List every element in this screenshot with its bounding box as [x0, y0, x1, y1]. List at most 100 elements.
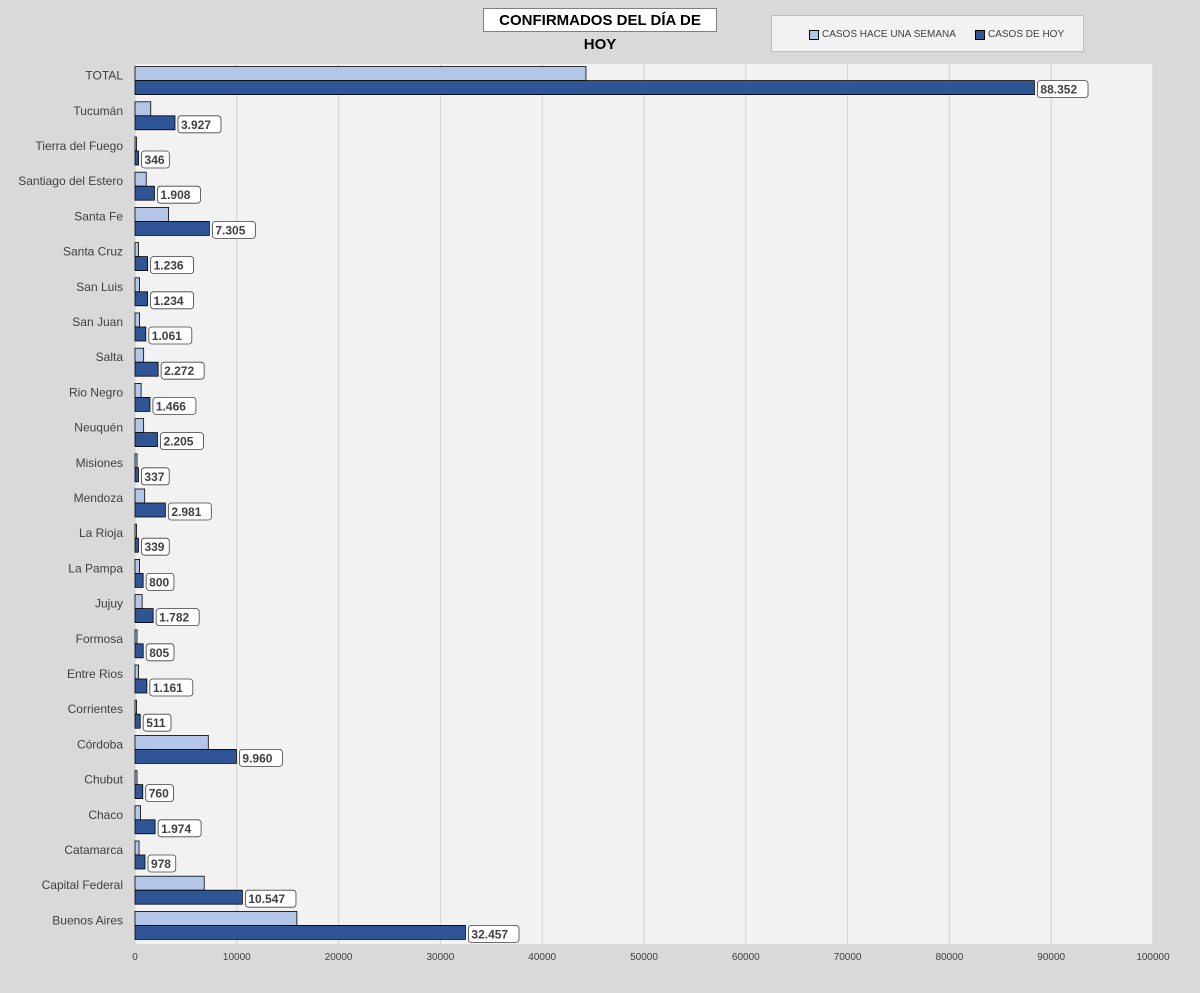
- bar-week-ago: [134, 101, 152, 117]
- category-label: Santiago del Estero: [18, 174, 123, 188]
- bar-week-ago: [134, 559, 140, 574]
- bar-week-ago: [134, 382, 142, 398]
- category-label: Santa Fe: [74, 209, 123, 223]
- bar-week-ago: [134, 699, 137, 715]
- bar-week-ago: [134, 453, 138, 469]
- category-label: Tierra del Fuego: [35, 139, 123, 153]
- legend-swatch-today: [975, 29, 985, 40]
- bar-today: [134, 220, 210, 236]
- category-label: Formosa: [76, 632, 124, 646]
- bar-week-ago: [134, 911, 298, 926]
- category-label: Catamarca: [64, 843, 123, 857]
- data-label-box: [150, 256, 194, 275]
- bar-week-ago: [134, 206, 169, 222]
- bar-week-ago: [134, 66, 587, 81]
- data-label-box: [157, 185, 201, 204]
- category-label: Jujuy: [95, 597, 123, 611]
- data-label: 1.908: [160, 188, 190, 202]
- data-label: 10.547: [248, 892, 285, 906]
- data-label: 346: [145, 153, 165, 167]
- data-label: 1.466: [156, 399, 186, 413]
- data-label: 760: [149, 787, 169, 801]
- bar-week-ago: [134, 171, 147, 187]
- bar-today: [134, 573, 144, 588]
- data-label: 1.974: [161, 822, 191, 836]
- data-label-box: [152, 396, 197, 415]
- data-label: 1.782: [159, 611, 189, 625]
- data-label: 9.960: [242, 751, 272, 765]
- x-tick-label: 90000: [1037, 952, 1065, 963]
- data-label-box: [211, 220, 256, 239]
- bar-today: [134, 678, 148, 694]
- x-tick-label: 20000: [325, 952, 353, 963]
- data-label-box: [145, 573, 175, 591]
- bar-week-ago: [134, 629, 138, 645]
- data-label: 800: [149, 575, 169, 589]
- bar-week-ago: [134, 242, 139, 258]
- x-tick-label: 10000: [223, 952, 251, 963]
- data-label-box: [1037, 80, 1089, 98]
- bar-today: [134, 115, 176, 131]
- data-label: 1.236: [154, 259, 184, 273]
- bar-today: [134, 185, 155, 201]
- x-tick-label: 30000: [426, 952, 454, 963]
- bar-today: [134, 643, 144, 659]
- bar-today: [134, 537, 139, 553]
- bar-week-ago: [134, 735, 209, 750]
- category-label: Tucumán: [73, 104, 123, 118]
- data-label-box: [160, 432, 204, 451]
- category-label: Entre Rios: [67, 667, 123, 681]
- bar-week-ago: [134, 805, 141, 821]
- data-label-box: [238, 749, 283, 767]
- data-label: 1.234: [154, 294, 184, 308]
- chart-title: CONFIRMADOS DEL DÍA DE HOY: [483, 8, 717, 53]
- legend-label-today: CASOS DE HOY: [988, 29, 1065, 40]
- category-label: Capital Federal: [42, 878, 123, 892]
- x-tick-label: 70000: [834, 952, 862, 963]
- bar-today: [134, 291, 148, 307]
- bar-week-ago: [134, 136, 137, 152]
- data-label-box: [142, 713, 172, 732]
- bar-today: [134, 819, 156, 835]
- bar-today: [134, 256, 148, 272]
- bar-week-ago: [134, 523, 137, 539]
- x-tick-label: 50000: [630, 952, 658, 963]
- bar-today: [134, 502, 166, 518]
- category-label: La Rioja: [79, 526, 123, 540]
- data-label: 2.981: [171, 505, 201, 519]
- bar-today: [134, 889, 243, 905]
- category-label: Salta: [96, 350, 124, 364]
- data-label: 2.272: [164, 364, 194, 378]
- chart-legend: CASOS HACE UNA SEMANA CASOS DE HOY: [771, 15, 1084, 52]
- category-label: Mendoza: [74, 491, 124, 505]
- data-label-box: [167, 502, 212, 521]
- bar-today: [134, 749, 237, 764]
- data-label: 7.305: [215, 223, 245, 237]
- legend-label-week-ago: CASOS HACE UNA SEMANA: [822, 29, 956, 40]
- data-label: 511: [146, 716, 166, 730]
- bar-week-ago: [134, 664, 139, 680]
- bar-week-ago: [134, 770, 138, 785]
- category-label: Chubut: [84, 773, 123, 787]
- data-label: 1.161: [153, 681, 183, 695]
- bar-today: [134, 361, 159, 377]
- bar-today: [134, 854, 146, 870]
- bar-week-ago: [134, 418, 145, 434]
- category-label: Buenos Aires: [52, 913, 123, 927]
- data-label-box: [149, 678, 194, 697]
- data-label: 3.927: [181, 118, 211, 132]
- legend-item-week-ago: CASOS HACE UNA SEMANA: [809, 29, 956, 40]
- data-label-box: [145, 784, 174, 802]
- category-label: La Pampa: [68, 561, 123, 575]
- bar-week-ago: [134, 488, 146, 504]
- data-label: 32.457: [471, 927, 508, 941]
- data-label-box: [150, 291, 194, 310]
- category-label: Santa Cruz: [63, 245, 123, 259]
- bar-today: [134, 80, 1035, 95]
- data-label-box: [145, 643, 175, 662]
- category-label: Chaco: [88, 808, 123, 822]
- legend-swatch-week-ago: [809, 29, 819, 40]
- data-label-box: [148, 326, 193, 345]
- category-label: Misiones: [76, 456, 123, 470]
